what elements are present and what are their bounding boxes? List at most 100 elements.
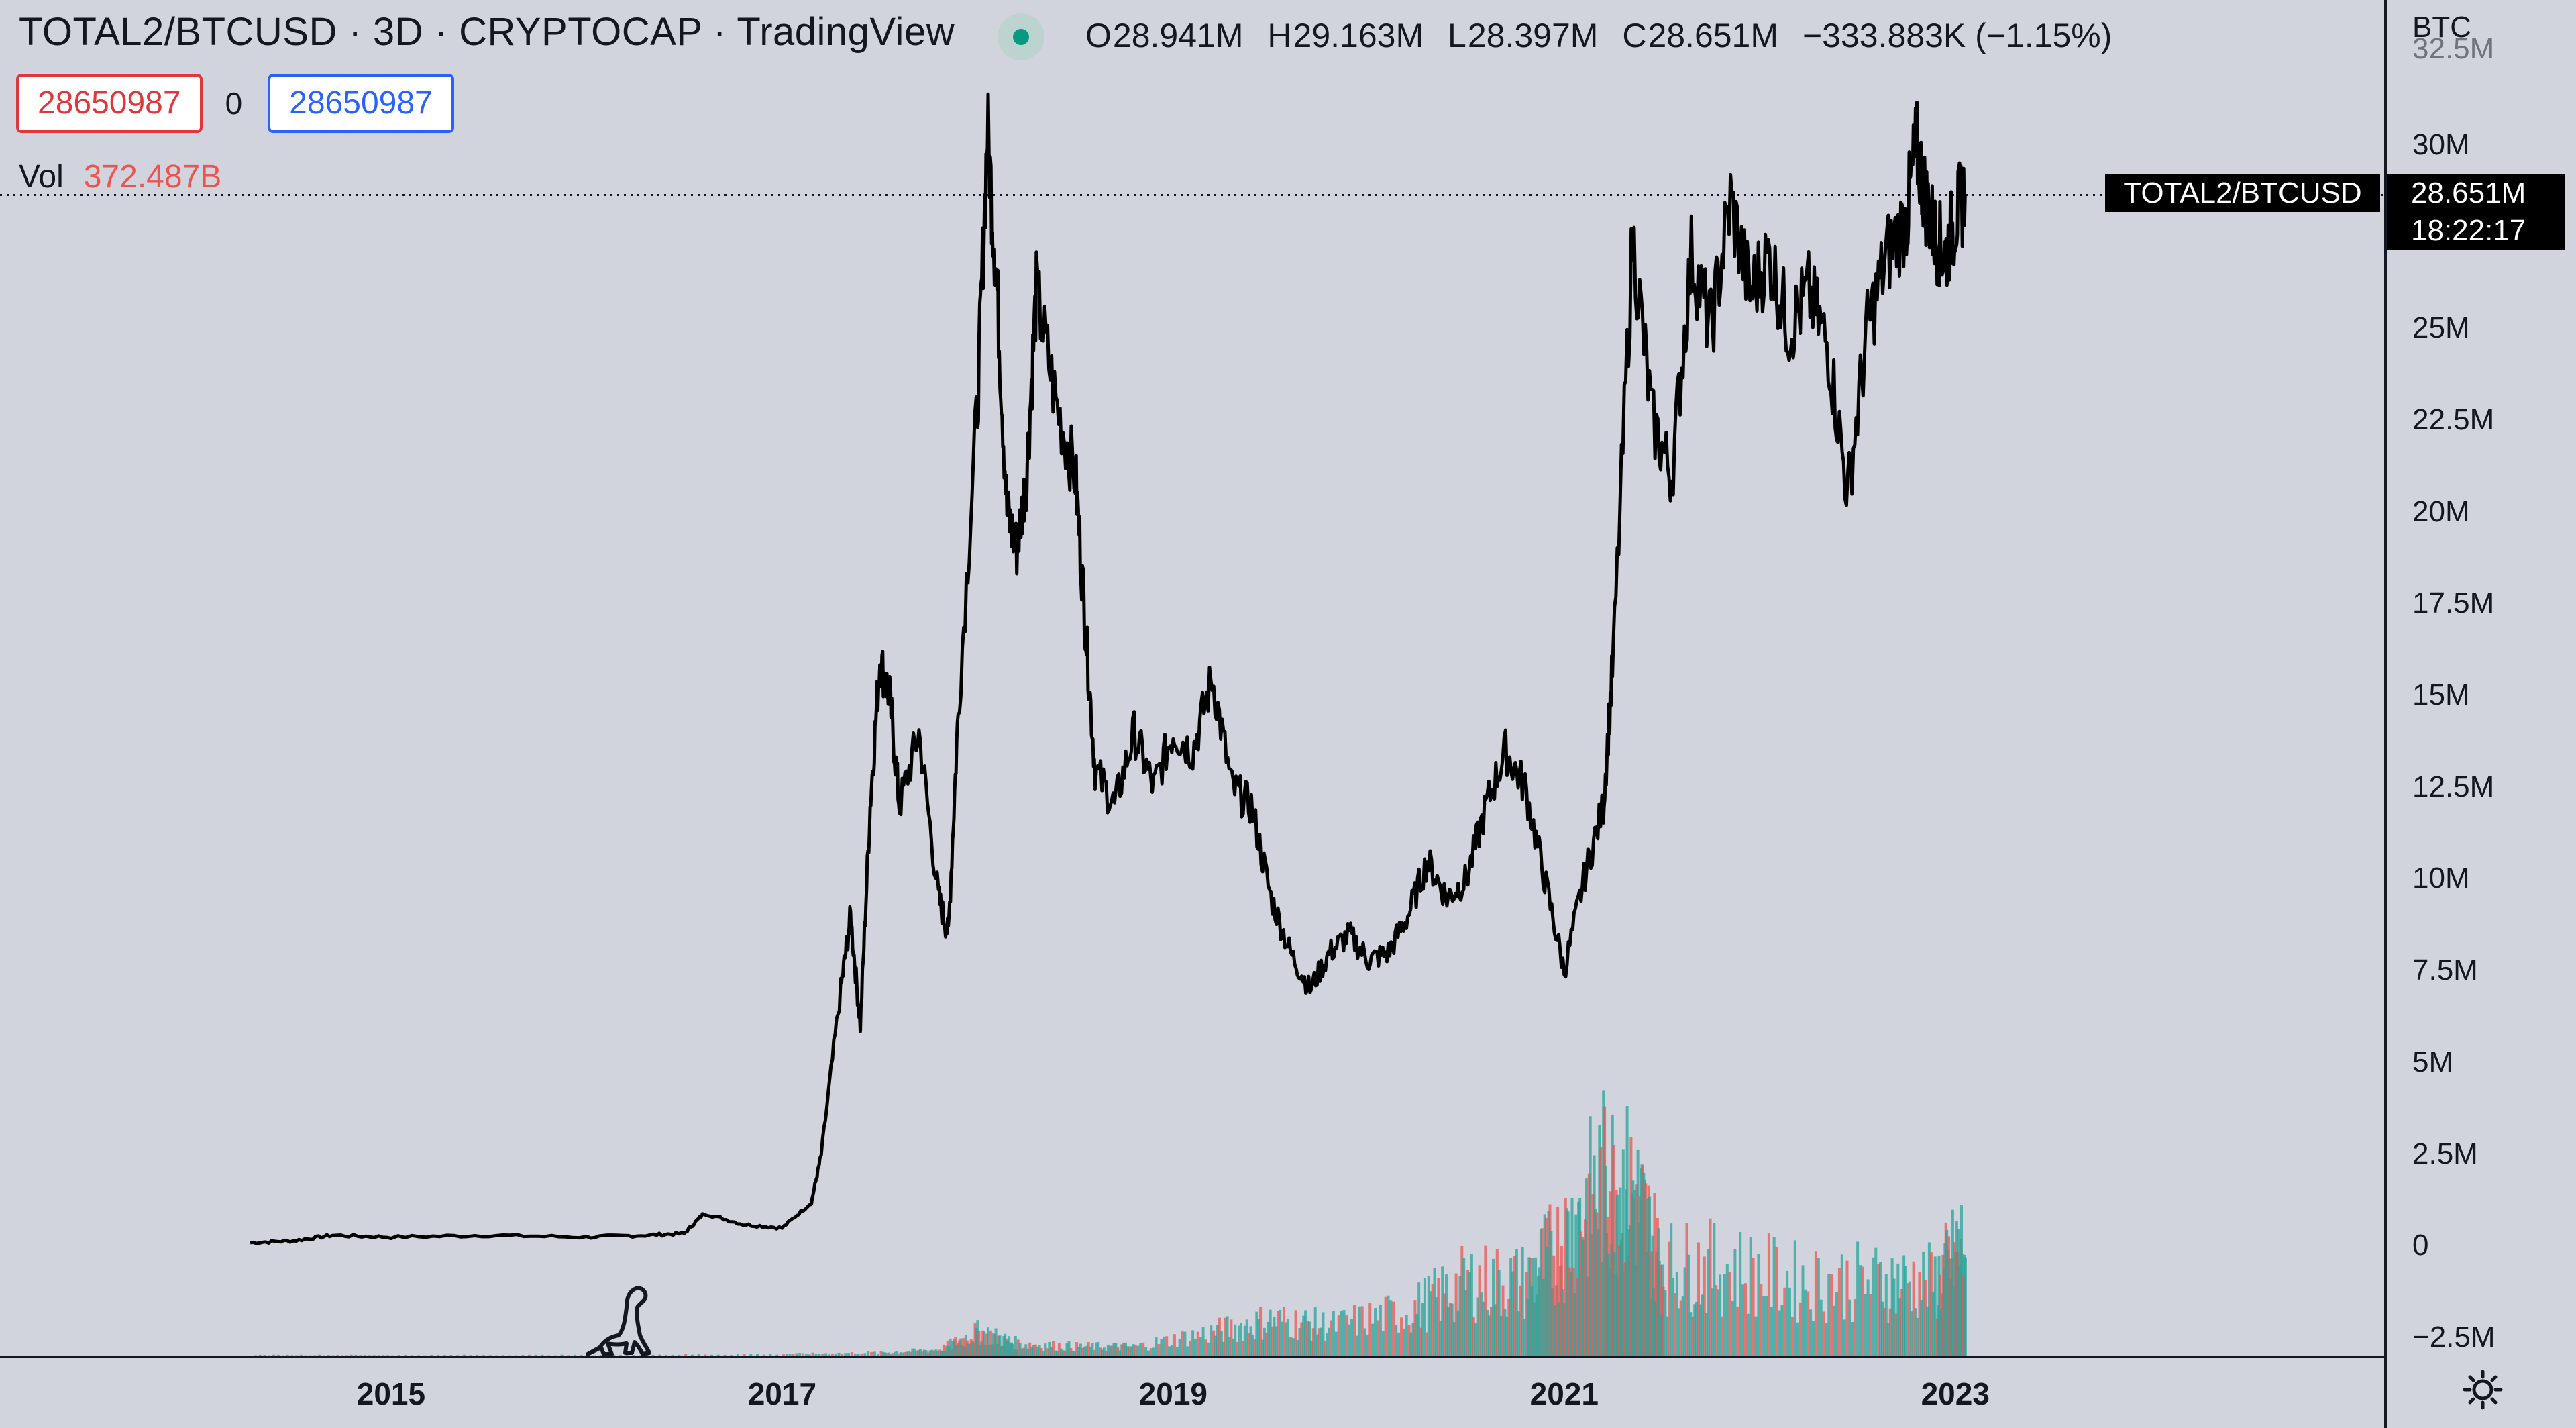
volume-bar (1032, 1345, 1035, 1356)
volume-bar (1864, 1294, 1867, 1356)
volume-bar (1450, 1303, 1454, 1356)
volume-bar (1345, 1315, 1348, 1356)
volume-bar (1409, 1332, 1413, 1356)
volume-bar (930, 1349, 934, 1356)
volume-bar (534, 1354, 537, 1356)
volume-bar (792, 1354, 795, 1356)
volume-bar (899, 1352, 902, 1356)
time-axis-tick: 2015 (356, 1376, 426, 1411)
volume-bar (949, 1339, 952, 1356)
volume-bar (1866, 1279, 1870, 1356)
volume-bar (1507, 1298, 1511, 1356)
volume-bar (1906, 1283, 1909, 1356)
volume-bar (1309, 1341, 1313, 1356)
price-axis-tick: 10M (2412, 862, 2470, 895)
volume-bar (1232, 1338, 1235, 1356)
volume-bar (1793, 1240, 1796, 1356)
volume-bar (1110, 1345, 1114, 1356)
volume-bar (1749, 1237, 1752, 1356)
volume-bar (1659, 1264, 1662, 1356)
volume-bar (917, 1350, 920, 1356)
volume-bar (1492, 1258, 1495, 1356)
time-axis-tick: 2019 (1138, 1376, 1208, 1411)
volume-bar (1612, 1145, 1615, 1356)
volume-bar (580, 1355, 583, 1356)
market-open-dot-icon[interactable] (998, 13, 1044, 60)
volume-bar (896, 1352, 898, 1356)
volume-bar (1910, 1311, 1913, 1356)
volume-bar (1509, 1258, 1513, 1356)
volume-bar (1222, 1341, 1225, 1356)
last-price-value: 28.651M (2411, 176, 2526, 209)
volume-bar (1697, 1242, 1700, 1356)
volume-bar (671, 1354, 674, 1356)
volume-bar (756, 1354, 759, 1356)
volume-bar (1063, 1351, 1067, 1356)
volume-bar (651, 1354, 655, 1356)
volume-bar (1417, 1282, 1421, 1356)
volume-bar (1677, 1308, 1680, 1356)
volume-bar (1371, 1323, 1375, 1356)
volume-bar (1290, 1337, 1293, 1356)
volume-bar (1379, 1305, 1382, 1356)
volume-bar (730, 1355, 733, 1356)
volume-bar (1736, 1307, 1739, 1356)
volume-bar (1368, 1303, 1372, 1356)
volume-bar (894, 1352, 896, 1356)
volume-bar (915, 1350, 918, 1356)
volume-bar (798, 1353, 802, 1356)
volume-bar (1715, 1285, 1718, 1356)
volume-bar (1460, 1246, 1464, 1356)
volume-bar (847, 1353, 851, 1356)
volume-bar (678, 1354, 681, 1356)
volume-bar (1400, 1317, 1403, 1356)
volume-bar (619, 1354, 622, 1356)
volume-bar (1081, 1347, 1084, 1356)
volume-bar (876, 1354, 879, 1356)
volume-bar (987, 1327, 989, 1356)
volume-bar (1157, 1344, 1161, 1356)
volume-bar (1397, 1332, 1401, 1356)
volume-bar (476, 1354, 479, 1356)
volume-bar (1725, 1264, 1729, 1356)
last-price-label: 28.651M 18:22:17 (2387, 174, 2565, 250)
volume-bar (1144, 1347, 1148, 1356)
volume-bar (1701, 1294, 1704, 1356)
volume-bars (254, 1090, 1967, 1356)
volume-bar (1599, 1147, 1603, 1356)
volume-bar (1493, 1304, 1497, 1356)
volume-bar (1896, 1263, 1900, 1356)
volume-bar (1298, 1328, 1301, 1356)
volume-bar (263, 1355, 266, 1356)
volume-bar (327, 1355, 330, 1356)
volume-bar (1267, 1321, 1270, 1356)
tradingview-dino-logo-icon[interactable] (585, 1283, 652, 1358)
volume-bar (1018, 1343, 1022, 1356)
volume-bar (1689, 1312, 1693, 1356)
volume-bar (1437, 1278, 1440, 1356)
volume-legend[interactable]: Vol 372.487B (19, 158, 221, 195)
volume-bar (645, 1355, 648, 1356)
volume-bar (1201, 1327, 1205, 1356)
volume-bar (1929, 1252, 1933, 1356)
volume-bar (1830, 1274, 1833, 1356)
volume-bar (1448, 1303, 1452, 1356)
volume-bar (1462, 1258, 1466, 1356)
input-right-value[interactable]: 28650987 (268, 74, 454, 133)
volume-bar (1752, 1258, 1755, 1356)
volume-bar (382, 1355, 385, 1356)
volume-bar (1178, 1339, 1181, 1356)
volume-bar (1908, 1281, 1911, 1356)
volume-bar (1120, 1344, 1124, 1356)
input-left-value[interactable]: 28650987 (16, 74, 203, 133)
volume-bar (1902, 1255, 1906, 1356)
settings-gear-icon[interactable] (2462, 1369, 2504, 1411)
volume-bar (1717, 1289, 1720, 1356)
volume-bar (1257, 1319, 1260, 1356)
volume-bar (998, 1335, 1002, 1356)
volume-bar (827, 1354, 830, 1356)
price-axis-tick: 5M (2412, 1045, 2454, 1078)
volume-bar (1709, 1218, 1712, 1356)
volume-bar (1193, 1339, 1197, 1356)
